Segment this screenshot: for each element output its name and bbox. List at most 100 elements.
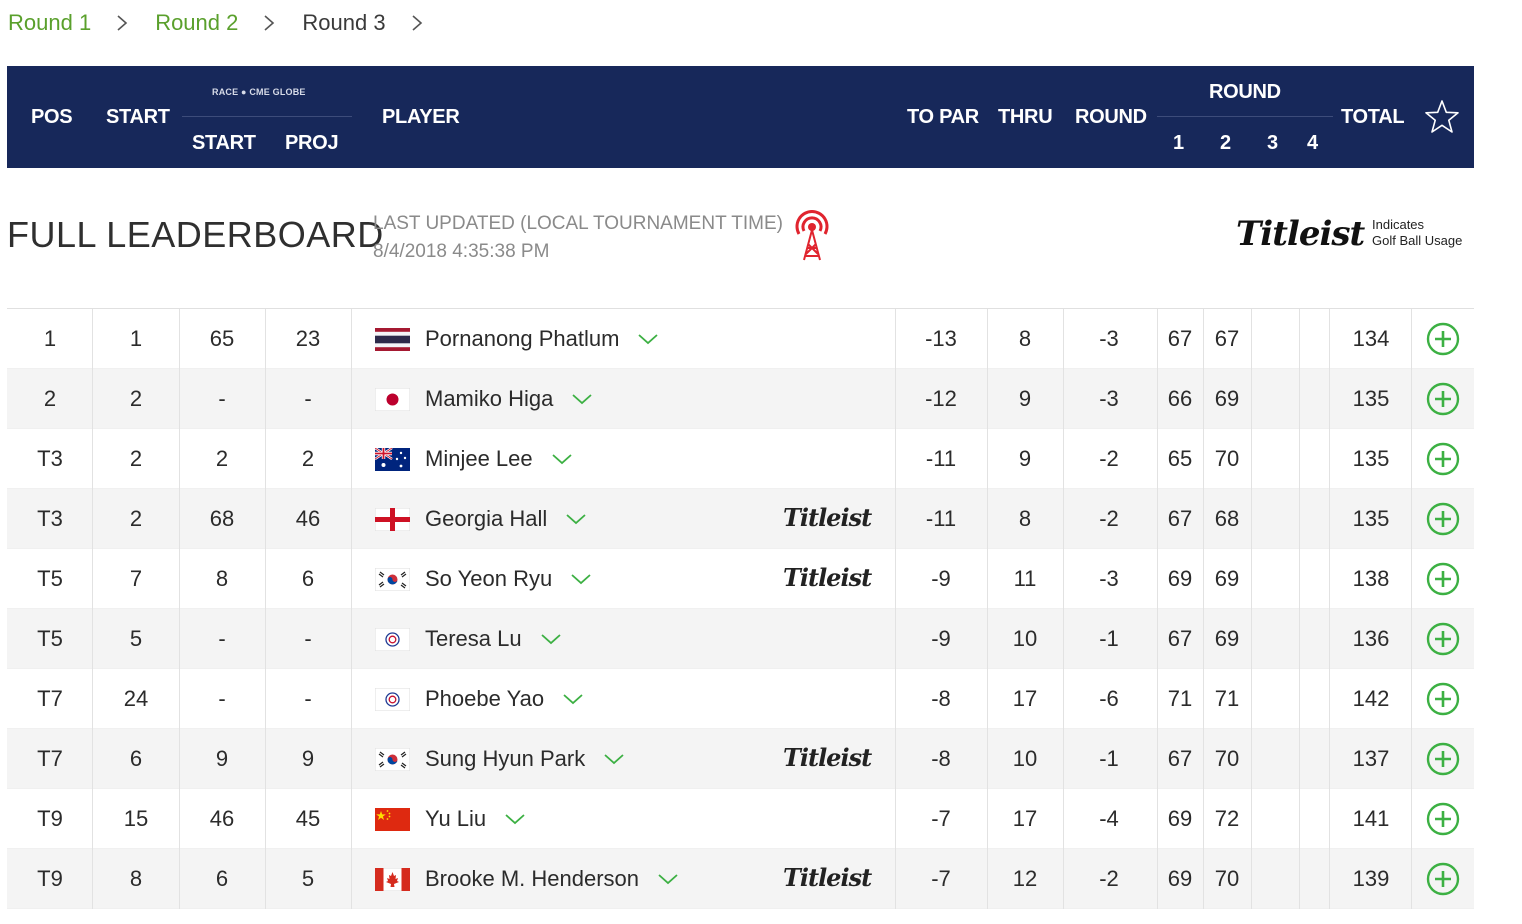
player-name-toggle[interactable]: Phoebe Yao [425,669,584,729]
total-cell: 142 [1352,686,1390,711]
column-divider [179,669,180,729]
thru-cell: 17 [1012,686,1038,711]
add-to-favorites-icon[interactable] [1426,622,1460,656]
race-proj-cell: - [304,686,312,711]
column-divider [351,369,352,429]
column-divider [1299,789,1300,849]
start-cell: 15 [123,806,149,831]
to-par-cell: -7 [931,866,951,891]
player-name-toggle[interactable]: So Yeon Ryu [425,549,592,609]
column-divider [265,849,266,909]
race-proj-cell: - [304,386,312,411]
add-to-favorites-icon[interactable] [1426,742,1460,776]
total-cell: 136 [1352,626,1390,651]
add-to-favorites-icon[interactable] [1426,862,1460,896]
column-divider [92,789,93,849]
round-2-score-cell: 68 [1214,506,1240,531]
round-2-score-cell: 70 [1214,866,1240,891]
column-divider [265,549,266,609]
thru-cell: 8 [1018,326,1032,351]
col-header-round-3[interactable]: 3 [1267,132,1278,154]
crumb-round-3[interactable]: Round 3 [302,10,386,35]
crumb-round-2[interactable]: Round 2 [155,10,239,35]
titleist-ball-icon: Titleist [783,503,872,532]
add-to-favorites-icon[interactable] [1426,802,1460,836]
column-divider [895,849,896,909]
add-to-favorites-icon[interactable] [1426,442,1460,476]
player-name: Phoebe Yao [425,686,545,711]
crumb-round-1[interactable]: Round 1 [8,10,92,35]
column-divider [265,609,266,669]
table-row: 1 1 65 23 -13 8 -3 67 67 134 Pornanong Phatlum [7,309,1474,369]
player-name-toggle[interactable]: Pornanong Phatlum [425,309,659,369]
player-name-toggle[interactable]: Mamiko Higa [425,369,593,429]
star-favorite-icon[interactable] [1424,99,1460,135]
column-divider [1157,369,1158,429]
chevron-down-icon [658,874,678,885]
column-divider [1299,729,1300,789]
chinese-taipei-flag-icon [375,688,410,711]
col-header-pos[interactable]: POS [31,106,73,128]
column-divider [92,729,93,789]
position-cell: T3 [37,446,63,471]
col-header-round[interactable]: ROUND [1075,106,1147,128]
column-divider [1157,429,1158,489]
column-divider [351,549,352,609]
race-start-cell: - [218,686,226,711]
round-2-score-cell: 69 [1214,626,1240,651]
player-name: Minjee Lee [425,446,533,471]
race-proj-cell: 46 [295,506,321,531]
add-to-favorites-icon[interactable] [1426,502,1460,536]
column-divider [895,669,896,729]
leaderboard-table: 1 1 65 23 -13 8 -3 67 67 134 Pornanong Phatlum 2 2- -… [7,308,1474,909]
col-header-round-2[interactable]: 2 [1220,132,1231,154]
column-divider [351,849,352,909]
add-to-favorites-icon[interactable] [1426,322,1460,356]
round-1-score-cell: 67 [1167,506,1193,531]
add-to-favorites-icon[interactable] [1426,382,1460,416]
column-divider [1157,669,1158,729]
player-name-toggle[interactable]: Yu Liu [425,789,526,849]
column-divider [1251,729,1252,789]
column-divider [1299,609,1300,669]
col-header-thru[interactable]: THRU [998,106,1053,128]
col-header-round-4[interactable]: 4 [1307,132,1318,154]
col-header-round-1[interactable]: 1 [1173,132,1184,154]
race-proj-cell: 2 [301,446,315,471]
column-divider [1329,309,1330,369]
column-divider [895,729,896,789]
column-divider [1251,369,1252,429]
position-cell: T7 [37,686,63,711]
col-header-to-par[interactable]: TO PAR [907,106,979,128]
add-to-favorites-icon[interactable] [1426,682,1460,716]
player-name-toggle[interactable]: Brooke M. Henderson [425,849,679,909]
col-header-race-start[interactable]: START [192,132,256,154]
column-divider [179,489,180,549]
col-header-race-proj[interactable]: PROJ [285,132,339,154]
player-name-toggle[interactable]: Minjee Lee [425,429,573,489]
table-row: T7 6 9 9 -8 10 -1 67 70 137 Sung Hyun Park Titleist [7,729,1474,789]
column-divider [987,429,988,489]
column-divider [895,429,896,489]
table-row: T9 8 6 5 -7 12 -2 69 70 139 Brooke M. Henderson Tit… [7,849,1474,909]
player-name-toggle[interactable]: Teresa Lu [425,609,562,669]
column-divider [179,849,180,909]
column-divider [895,369,896,429]
race-start-cell: - [218,386,226,411]
column-divider [1329,789,1330,849]
col-header-total[interactable]: TOTAL [1341,106,1405,128]
column-divider [1063,489,1064,549]
position-cell: T5 [37,626,63,651]
player-name-toggle[interactable]: Georgia Hall [425,489,587,549]
add-to-favorites-icon[interactable] [1426,562,1460,596]
column-divider [1299,309,1300,369]
player-name-toggle[interactable]: Sung Hyun Park [425,729,625,789]
player-name: So Yeon Ryu [425,566,553,591]
chevron-right-icon[interactable] [410,14,424,32]
position-cell: T9 [37,866,63,891]
to-par-cell: -9 [931,566,951,591]
col-header-start[interactable]: START [106,106,170,128]
start-cell: 8 [129,866,143,891]
col-header-player[interactable]: PLAYER [382,106,460,128]
column-divider [1411,369,1412,429]
